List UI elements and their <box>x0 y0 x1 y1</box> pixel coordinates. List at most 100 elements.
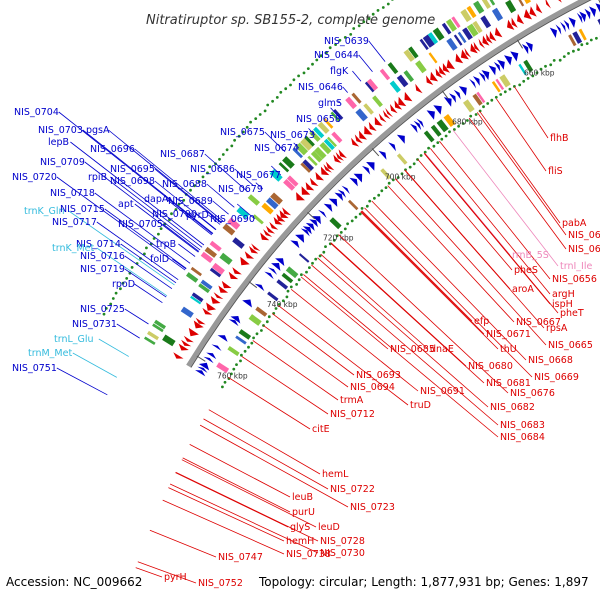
left-gene-label: NIS_0704 <box>14 107 59 118</box>
feature-block <box>227 217 241 230</box>
gc-dot <box>386 2 390 6</box>
forward-gene-arrow <box>497 59 505 70</box>
reverse-gene-arrow <box>309 177 319 187</box>
forward-gene-arrow <box>388 142 396 152</box>
reverse-gene-arrow <box>265 225 275 234</box>
feature-block <box>204 246 217 258</box>
gc-dot <box>311 261 314 265</box>
gc-dot <box>302 71 306 75</box>
leader-line <box>317 257 489 408</box>
feature-block <box>282 156 295 169</box>
feature-block <box>432 27 445 41</box>
feature-block <box>451 16 461 29</box>
leader-line <box>56 367 108 396</box>
forward-gene-arrow <box>318 209 327 218</box>
reverse-gene-arrow <box>305 182 315 191</box>
gc-dot <box>339 231 343 234</box>
forward-gene-arrow <box>323 203 333 212</box>
forward-gene-arrow <box>595 3 600 13</box>
gc-dot <box>400 172 404 176</box>
feature-block <box>317 121 330 134</box>
gc-dot <box>419 154 423 157</box>
reverse-gene-arrow <box>446 59 455 70</box>
forward-gene-arrow <box>300 228 310 237</box>
leader-line <box>196 213 217 230</box>
right-gene-label: pheT <box>560 308 584 319</box>
leader-line <box>330 107 342 120</box>
right-gene-label: trnI_Ile <box>560 261 592 272</box>
feature-block <box>428 52 438 64</box>
feature-block <box>403 49 415 62</box>
reverse-gene-arrow <box>263 229 273 237</box>
reverse-gene-arrow <box>338 149 347 159</box>
forward-gene-arrow <box>576 12 583 24</box>
feature-block <box>476 91 486 103</box>
gc-dot <box>371 12 375 16</box>
right-gene-label: NIS_0722 <box>330 484 375 495</box>
gc-dot <box>237 134 241 138</box>
leader-line <box>361 210 473 322</box>
left-gene-label: NIS_0696 <box>90 144 135 155</box>
feature-block <box>300 162 311 173</box>
left-gene-label: NIS_0705 <box>118 219 163 230</box>
leader-line <box>124 308 149 325</box>
gc-dot <box>332 238 336 242</box>
leader-line <box>104 208 187 269</box>
leader-line <box>149 529 217 558</box>
gc-dot <box>352 27 356 30</box>
right-gene-label: dnaE <box>430 344 454 355</box>
left-gene-label: NIS_0688 <box>162 179 207 190</box>
feature-block <box>453 34 463 46</box>
left-gene-label: trnK_Gln <box>24 206 65 217</box>
kbp-tick-label: 760 kbp <box>217 372 248 381</box>
right-gene-label: trmA <box>340 395 364 406</box>
feature-block <box>460 8 472 23</box>
gc-dot <box>349 33 353 36</box>
reverse-gene-arrow <box>195 317 206 325</box>
feature-block <box>313 126 325 139</box>
reverse-gene-arrow <box>210 296 221 304</box>
tick-mark <box>248 281 258 289</box>
leader-line <box>496 98 547 172</box>
leader-line <box>162 223 200 252</box>
forward-gene-arrow <box>525 41 533 52</box>
gc-dot <box>119 287 122 291</box>
gc-dot <box>334 43 337 46</box>
left-gene-label: NIS_0715 <box>60 204 105 215</box>
right-gene-label: NIS_0668 <box>528 355 573 366</box>
left-gene-label: NIS_0675 <box>220 127 265 138</box>
forward-gene-arrow <box>413 120 422 131</box>
reverse-gene-arrow <box>489 31 497 42</box>
left-gene-label: flgK <box>330 66 349 77</box>
feature-block <box>403 70 414 83</box>
reverse-gene-arrow <box>374 116 383 126</box>
gc-dot <box>125 277 129 280</box>
leader-line <box>189 444 291 498</box>
forward-gene-arrow <box>309 219 318 228</box>
gc-dot <box>208 165 212 169</box>
gc-dot <box>177 202 181 206</box>
reverse-gene-arrow <box>394 100 403 110</box>
gc-dot <box>478 109 482 113</box>
gc-dot <box>159 227 163 231</box>
feature-block <box>190 266 202 277</box>
leader-line <box>84 161 201 251</box>
reverse-gene-arrow <box>482 35 490 46</box>
feature-block <box>283 179 296 191</box>
leader-line <box>290 288 419 392</box>
feature-block <box>227 346 240 357</box>
left-gene-label: NIS_0717 <box>52 217 97 228</box>
feature-block <box>372 95 383 108</box>
reverse-gene-arrow <box>188 327 199 337</box>
feature-block <box>319 142 332 155</box>
tick-mark <box>196 355 206 362</box>
feature-block <box>568 34 577 47</box>
feature-block <box>499 74 511 88</box>
leader-line <box>178 243 196 257</box>
right-gene-label: NIS_0653 <box>568 230 600 241</box>
leader-line <box>154 180 217 231</box>
leader-line <box>514 86 549 139</box>
feature-block <box>331 131 343 144</box>
forward-gene-arrow <box>353 173 363 183</box>
